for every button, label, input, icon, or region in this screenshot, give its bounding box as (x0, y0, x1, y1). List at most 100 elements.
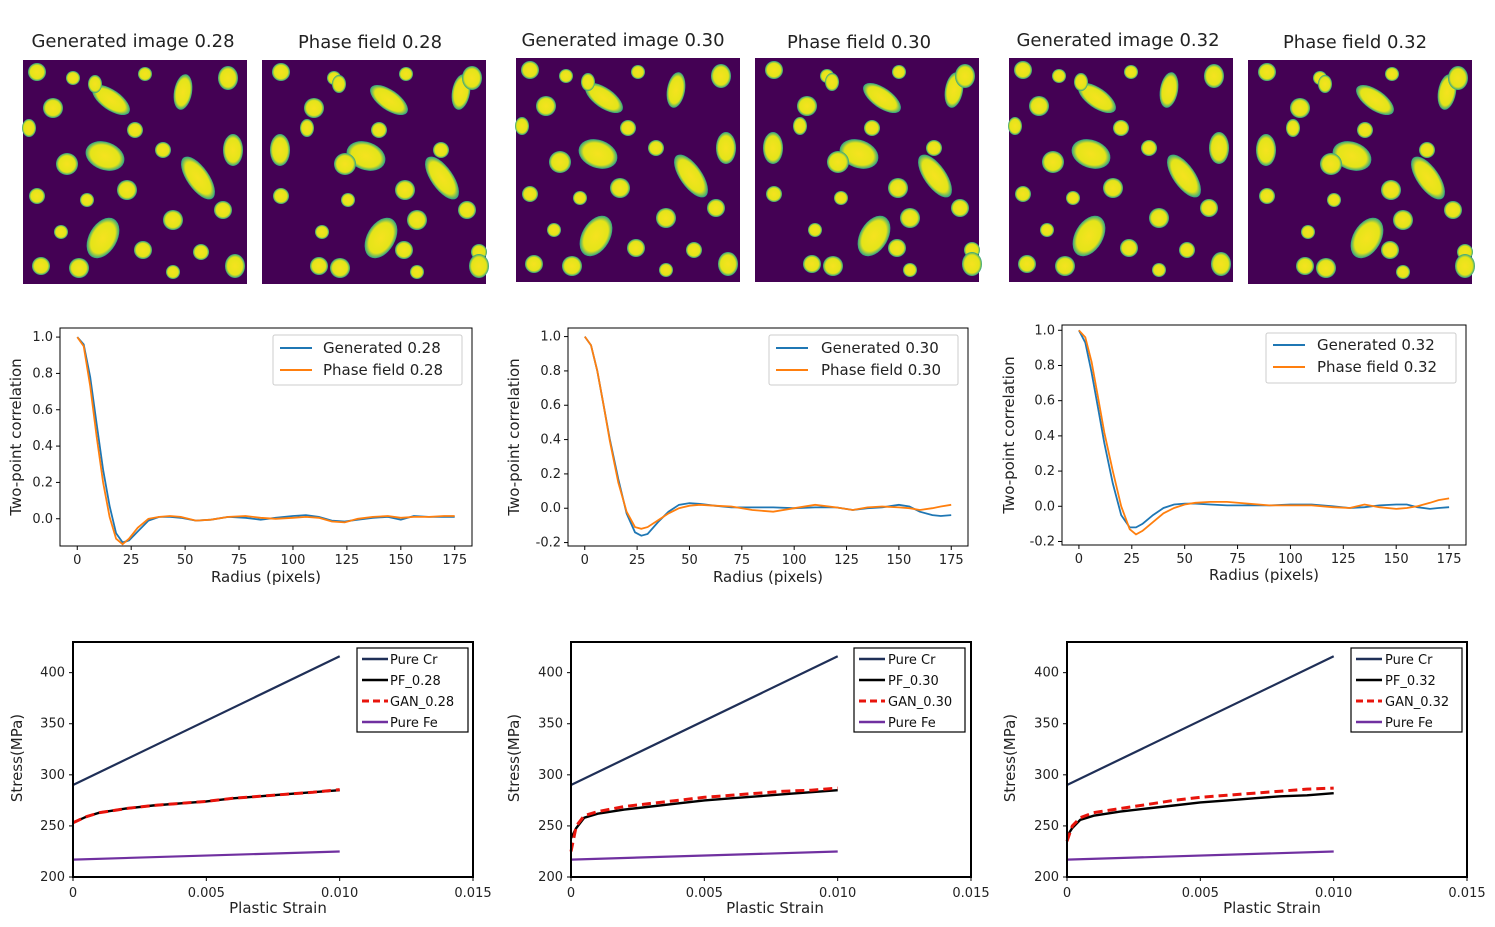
precipitate-particle (1259, 188, 1275, 204)
correlation-plot-030: 1.0 0.8 0.6 0.4 0.2 0.0 -0.2 0 25 50 75 100 125 150 17… (505, 327, 969, 586)
precipitate-particle (627, 239, 645, 257)
legend-label-pf: PF_0.30 (888, 674, 939, 689)
y-tick-label: 250 (1034, 819, 1059, 834)
legend-label-pf: PF_0.32 (1385, 674, 1436, 689)
y-tick-label: 0.2 (540, 467, 561, 482)
x-tick-label: 125 (1331, 552, 1356, 567)
precipitate-particle (1042, 151, 1064, 173)
precipitate-particle (579, 215, 613, 257)
precipitate-particle (334, 153, 356, 175)
precipitate-particle (1448, 66, 1468, 90)
precipitate-particle (900, 208, 920, 228)
precipitate-particle (370, 84, 408, 116)
precipitate-particle (525, 255, 543, 273)
precipitate-particle (803, 255, 821, 273)
legend-label-pure-fe: Pure Fe (390, 716, 438, 731)
x-tick-label: 100 (281, 553, 306, 568)
x-tick-label: 100 (1278, 552, 1303, 567)
precipitate-particle (66, 71, 80, 85)
y-tick-label: 200 (1034, 870, 1059, 885)
precipitate-particle (825, 73, 839, 91)
y-tick-label: 200 (538, 870, 563, 885)
plot-frame (72, 641, 474, 878)
series-line-gan (72, 788, 340, 825)
series-line-phasefield-028 (76, 336, 455, 546)
x-tick-label: 0.005 (1182, 886, 1219, 901)
precipitate-particle (1381, 241, 1399, 259)
precipitate-particle (839, 139, 879, 169)
x-axis-label: Plastic Strain (726, 899, 824, 917)
plot-frame (567, 327, 969, 547)
precipitate-particle (1113, 120, 1129, 136)
y-tick-label: 250 (40, 819, 65, 834)
series-line-pf (1065, 792, 1334, 837)
precipitate-particle (1296, 257, 1314, 275)
series-line-pure-cr (72, 655, 341, 786)
precipitate-particle (766, 186, 782, 202)
precipitate-particle (631, 65, 645, 79)
precipitate-particle (1204, 64, 1224, 88)
precipitate-particle (686, 242, 702, 258)
precipitate-particle (1209, 132, 1229, 164)
series-line-gan (569, 786, 838, 852)
precipitate-particle (951, 199, 969, 217)
precipitate-particle (88, 75, 102, 93)
y-tick-label: 0.0 (540, 501, 561, 516)
y-tick-label: 300 (40, 768, 65, 783)
series-line-pure-cr (570, 655, 839, 786)
y-tick-label: 0.6 (1034, 394, 1055, 409)
y-axis-label: Two-point correlation (505, 358, 523, 516)
y-tick-label: 0.2 (32, 475, 53, 490)
precipitate-particle (547, 223, 561, 237)
legend-label-gan: GAN_0.28 (390, 695, 454, 710)
legend-label-gan: GAN_0.30 (888, 695, 952, 710)
precipitate-particle (620, 120, 636, 136)
precipitate-particle (1356, 84, 1394, 116)
series-line-generated-032 (1078, 329, 1450, 529)
stress-strain-plot-030: 400 350 300 250 200 0 0.005 0.010 0.015 Plastic … (505, 641, 990, 917)
precipitate-particle (155, 142, 171, 158)
y-tick-label: -0.2 (1030, 534, 1055, 549)
x-tick-label: 125 (334, 553, 359, 568)
y-tick-label: 400 (1034, 666, 1059, 681)
precipitate-particle (581, 73, 595, 91)
precipitate-particle (1120, 239, 1138, 257)
series-line-pure-fe (72, 850, 340, 861)
legend-label-phasefield: Phase field 0.32 (1317, 358, 1437, 376)
precipitate-particle (134, 241, 152, 259)
x-tick-label: 75 (231, 553, 248, 568)
y-tick-label: 1.0 (32, 330, 53, 345)
precipitate-particle (1066, 191, 1080, 205)
precipitate-particle (22, 119, 36, 137)
precipitate-particle (330, 258, 350, 278)
precipitate-particle (1072, 215, 1106, 257)
precipitate-particle (223, 134, 243, 166)
precipitate-particle (1256, 134, 1276, 166)
plot-frame (570, 641, 972, 878)
precipitate-particle (718, 252, 738, 276)
precipitate-particle (1385, 67, 1399, 81)
precipitate-particle (1074, 73, 1088, 91)
precipitate-particle (32, 257, 50, 275)
precipitate-particle (458, 201, 476, 219)
series-line-phasefield-030 (584, 336, 952, 530)
x-axis-label: Radius (pixels) (1209, 566, 1319, 584)
precipitate-particle (1381, 180, 1401, 200)
legend: Generated 0.32 Phase field 0.32 (1265, 332, 1457, 384)
precipitate-particle (218, 66, 238, 90)
legend-label-pure-cr: Pure Cr (390, 653, 438, 668)
precipitate-particle (173, 74, 193, 110)
x-tick-label: 0.015 (1448, 886, 1485, 901)
precipitate-particle (559, 69, 573, 83)
y-axis-label: Two-point correlation (1000, 356, 1018, 514)
microstructure-image-generated-030 (515, 58, 740, 282)
x-tick-label: 50 (177, 553, 194, 568)
plot-frame (59, 327, 473, 547)
series-line-pure-cr (1066, 655, 1335, 786)
image-title-phasefield-028: Phase field 0.28 (298, 32, 442, 53)
precipitate-particle (834, 191, 848, 205)
x-axis-label: Radius (pixels) (713, 568, 823, 586)
precipitate-particle (1332, 141, 1372, 171)
y-tick-label: 0.2 (1034, 464, 1055, 479)
precipitate-particle (54, 225, 68, 239)
